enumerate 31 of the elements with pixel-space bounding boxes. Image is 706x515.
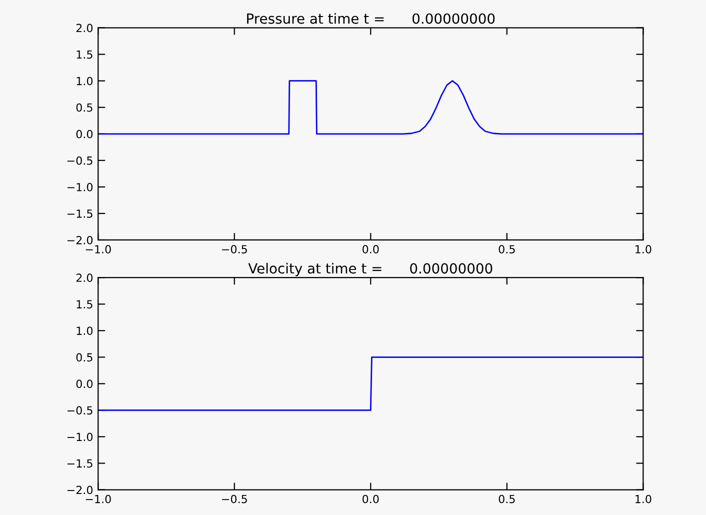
- x-tick-label: 0.0: [362, 494, 379, 504]
- y-tick-label: 0.5: [76, 103, 92, 112]
- y-tick-label: −2.0: [67, 486, 93, 494]
- y-tick-label: −1.5: [67, 210, 92, 218]
- x-tick-label: −1.0: [86, 245, 111, 254]
- y-tick-label: 1.0: [76, 326, 93, 336]
- y-tick-label: −0.5: [67, 406, 92, 415]
- line-series: [98, 80, 644, 135]
- x-tick-label: 0.5: [498, 494, 515, 504]
- y-tick-label: 1.5: [76, 300, 92, 308]
- x-tick-label: 1.0: [636, 245, 652, 254]
- y-tick-label: −1.0: [67, 182, 93, 192]
- y-tick-label: 1.5: [76, 50, 92, 59]
- x-tick-label: 1.0: [636, 494, 652, 504]
- y-tick-label: −0.5: [67, 156, 92, 165]
- y-tick-label: 2.0: [76, 24, 93, 32]
- y-tick-label: 0.0: [76, 380, 93, 388]
- x-tick-label: 0.0: [362, 245, 379, 254]
- y-tick-label: 0.5: [76, 353, 92, 362]
- x-tick-label: −0.5: [222, 245, 247, 254]
- y-tick-label: −1.0: [67, 432, 93, 442]
- x-tick-label: −0.5: [222, 494, 247, 504]
- x-tick-label: 0.5: [498, 245, 515, 254]
- y-tick-label: −2.0: [67, 236, 93, 244]
- y-tick-label: −1.5: [67, 459, 92, 468]
- y-tick-label: 0.0: [76, 130, 93, 138]
- chart-title: Velocity at time t = 0.00000000: [248, 262, 492, 276]
- y-tick-label: 2.0: [76, 274, 93, 282]
- chart-title: Pressure at time t = 0.00000000: [247, 13, 495, 24]
- x-tick-label: −1.0: [86, 494, 111, 504]
- y-tick-label: 1.0: [76, 76, 93, 86]
